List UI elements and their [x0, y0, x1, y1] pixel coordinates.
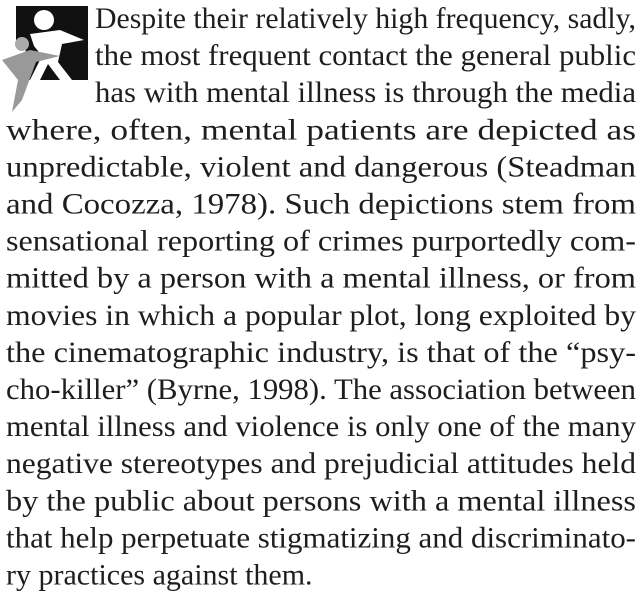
- text-line: has with mental illness is through the m…: [95, 76, 636, 109]
- text-line: movies in which a popular plot, long exp…: [6, 299, 636, 332]
- icon-figure: [30, 30, 84, 80]
- text-line: negative stereotypes and prejudicial att…: [6, 447, 636, 480]
- text-line: the most frequent contact the general pu…: [95, 39, 636, 72]
- text-line: by the public about persons with a menta…: [6, 484, 636, 517]
- text-line: where, often, mental patients are depict…: [6, 113, 636, 146]
- text-line: unpredictable, violent and dangerous (St…: [6, 150, 636, 183]
- text-line: mental illness and violence is only one …: [6, 410, 636, 443]
- text-line: Despite their relatively high frequency,…: [95, 2, 636, 35]
- text-line: that help perpetuate stigmatizing and di…: [6, 521, 636, 554]
- icon-head: [34, 10, 54, 30]
- icon-gray-figure: [2, 50, 60, 112]
- text-line: cho-killer” (Byrne, 1998). The associati…: [6, 373, 636, 406]
- icon: [2, 6, 88, 112]
- text-line: the cinematographic industry, is that of…: [6, 336, 636, 369]
- text-line: and Cocozza, 1978). Such depictions stem…: [6, 188, 636, 221]
- paragraph: Despite their relatively high frequency,…: [6, 2, 636, 592]
- text-line: mitted by a person with a mental illness…: [6, 262, 636, 295]
- text-line: ry practices against them.: [6, 559, 313, 592]
- icon-gray-head: [15, 37, 29, 51]
- text-line: sensational reporting of crimes purporte…: [6, 225, 636, 258]
